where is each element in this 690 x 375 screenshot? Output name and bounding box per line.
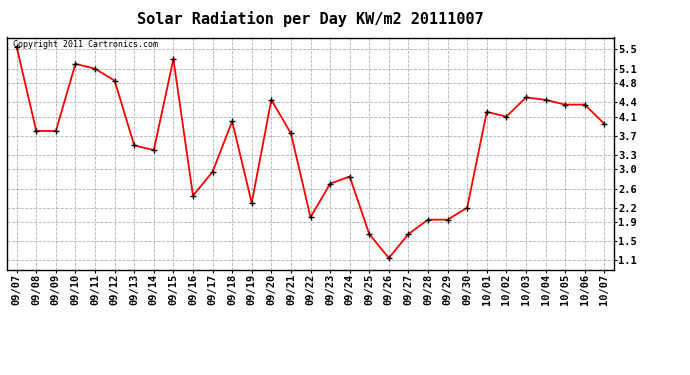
Text: Copyright 2011 Cartronics.com: Copyright 2011 Cartronics.com — [13, 40, 158, 49]
Text: Solar Radiation per Day KW/m2 20111007: Solar Radiation per Day KW/m2 20111007 — [137, 11, 484, 27]
